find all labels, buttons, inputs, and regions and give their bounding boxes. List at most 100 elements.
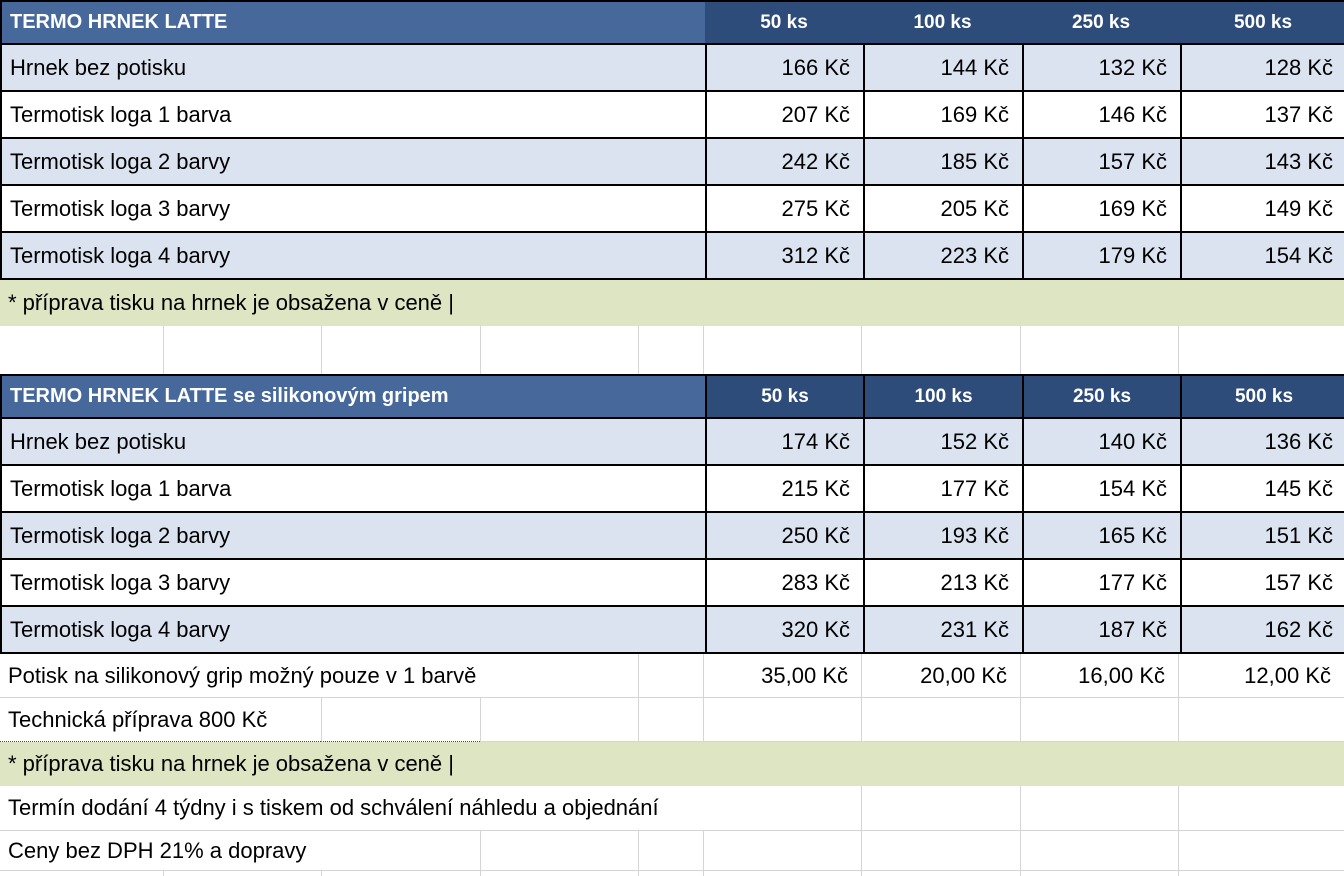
empty-cell[interactable] (638, 654, 703, 698)
empty-cell[interactable] (0, 871, 163, 876)
price-cell[interactable]: 157 Kč (1180, 560, 1344, 605)
price-cell[interactable]: 207 Kč (705, 92, 863, 137)
empty-cell[interactable] (703, 326, 861, 374)
price-cell[interactable]: 169 Kč (1022, 186, 1180, 231)
empty-cell[interactable] (703, 831, 861, 871)
empty-cell[interactable] (1020, 786, 1178, 831)
price-cell[interactable]: 35,00 Kč (703, 654, 861, 698)
empty-cell[interactable] (480, 831, 638, 871)
price-cell[interactable]: 154 Kč (1180, 233, 1344, 278)
price-cell[interactable]: 152 Kč (863, 419, 1022, 464)
empty-cell[interactable] (1020, 831, 1178, 871)
price-cell[interactable]: 187 Kč (1022, 607, 1180, 652)
price-cell[interactable]: 132 Kč (1022, 45, 1180, 90)
empty-cell[interactable] (1020, 698, 1178, 742)
row-label-cell[interactable]: Termín dodání 4 týdny i s tiskem od schv… (0, 786, 861, 831)
table1-title-cell[interactable]: TERMO HRNEK LATTE (2, 2, 705, 43)
price-cell[interactable]: 242 Kč (705, 139, 863, 184)
empty-cell[interactable] (1178, 786, 1344, 831)
price-cell[interactable]: 185 Kč (863, 139, 1022, 184)
row-label-cell[interactable]: Termotisk loga 1 barva (2, 466, 705, 511)
empty-cell[interactable] (638, 698, 703, 742)
row-label-cell[interactable]: Termotisk loga 3 barvy (2, 560, 705, 605)
qty-header-250ks[interactable]: 250 ks (1022, 2, 1180, 43)
price-cell[interactable]: 128 Kč (1180, 45, 1344, 90)
empty-cell[interactable] (163, 871, 321, 876)
empty-cell[interactable] (480, 698, 638, 742)
price-cell[interactable]: 166 Kč (705, 45, 863, 90)
empty-cell[interactable] (1178, 698, 1344, 742)
empty-cell[interactable] (1178, 326, 1344, 374)
empty-cell[interactable] (861, 871, 1020, 876)
empty-cell[interactable] (638, 871, 703, 876)
included-print-note[interactable]: * příprava tisku na hrnek je obsažena v … (0, 280, 1344, 326)
empty-cell[interactable] (321, 698, 480, 742)
price-cell[interactable]: 136 Kč (1180, 419, 1344, 464)
table2-title-cell[interactable]: TERMO HRNEK LATTE se silikonovým gripem (2, 376, 705, 417)
qty-header-100ks[interactable]: 100 ks (863, 2, 1022, 43)
qty-header-50ks[interactable]: 50 ks (705, 2, 863, 43)
price-cell[interactable]: 140 Kč (1022, 419, 1180, 464)
empty-cell[interactable] (321, 871, 480, 876)
price-cell[interactable]: 165 Kč (1022, 513, 1180, 558)
empty-cell[interactable] (1020, 326, 1178, 374)
price-cell[interactable]: 162 Kč (1180, 607, 1344, 652)
price-cell[interactable]: 320 Kč (705, 607, 863, 652)
row-label-cell[interactable]: Termotisk loga 4 barvy (2, 607, 705, 652)
row-label-cell[interactable]: Hrnek bez potisku (2, 45, 705, 90)
price-cell[interactable]: 275 Kč (705, 186, 863, 231)
qty-header-500ks[interactable]: 500 ks (1180, 376, 1344, 417)
empty-cell[interactable] (480, 871, 638, 876)
price-cell[interactable]: 283 Kč (705, 560, 863, 605)
empty-cell[interactable] (163, 326, 321, 374)
price-cell[interactable]: 174 Kč (705, 419, 863, 464)
empty-cell[interactable] (1178, 871, 1344, 876)
empty-cell[interactable] (703, 698, 861, 742)
price-cell[interactable]: 149 Kč (1180, 186, 1344, 231)
qty-header-250ks[interactable]: 250 ks (1022, 376, 1180, 417)
price-cell[interactable]: 205 Kč (863, 186, 1022, 231)
empty-cell[interactable] (480, 326, 638, 374)
row-label-cell[interactable]: Potisk na silikonový grip možný pouze v … (0, 654, 638, 698)
empty-cell[interactable] (703, 871, 861, 876)
empty-cell[interactable] (861, 786, 1020, 831)
price-cell[interactable]: 145 Kč (1180, 466, 1344, 511)
price-cell[interactable]: 193 Kč (863, 513, 1022, 558)
empty-cell[interactable] (1178, 831, 1344, 871)
price-cell[interactable]: 146 Kč (1022, 92, 1180, 137)
row-label-cell[interactable]: Termotisk loga 1 barva (2, 92, 705, 137)
row-label-cell[interactable]: Technická příprava 800 Kč (0, 698, 321, 742)
empty-cell[interactable] (0, 326, 163, 374)
row-label-cell[interactable]: Termotisk loga 2 barvy (2, 513, 705, 558)
qty-header-500ks[interactable]: 500 ks (1180, 2, 1344, 43)
price-cell[interactable]: 177 Kč (863, 466, 1022, 511)
empty-cell[interactable] (638, 326, 703, 374)
price-cell[interactable]: 154 Kč (1022, 466, 1180, 511)
row-label-cell[interactable]: Termotisk loga 2 barvy (2, 139, 705, 184)
empty-cell[interactable] (638, 831, 703, 871)
empty-cell[interactable] (861, 326, 1020, 374)
price-cell[interactable]: 179 Kč (1022, 233, 1180, 278)
empty-cell[interactable] (861, 698, 1020, 742)
price-cell[interactable]: 213 Kč (863, 560, 1022, 605)
price-cell[interactable]: 151 Kč (1180, 513, 1344, 558)
qty-header-100ks[interactable]: 100 ks (863, 376, 1022, 417)
row-label-cell[interactable]: Hrnek bez potisku (2, 419, 705, 464)
price-cell[interactable]: 215 Kč (705, 466, 863, 511)
price-cell[interactable]: 223 Kč (863, 233, 1022, 278)
price-cell[interactable]: 312 Kč (705, 233, 863, 278)
empty-cell[interactable] (1020, 871, 1178, 876)
empty-cell[interactable] (861, 831, 1020, 871)
price-cell[interactable]: 137 Kč (1180, 92, 1344, 137)
empty-cell[interactable] (321, 326, 480, 374)
price-cell[interactable]: 20,00 Kč (861, 654, 1020, 698)
included-print-note[interactable]: * příprava tisku na hrnek je obsažena v … (0, 742, 1344, 786)
price-cell[interactable]: 177 Kč (1022, 560, 1180, 605)
price-cell[interactable]: 169 Kč (863, 92, 1022, 137)
row-label-cell[interactable]: Ceny bez DPH 21% a dopravy (0, 831, 480, 871)
price-cell[interactable]: 16,00 Kč (1020, 654, 1178, 698)
price-cell[interactable]: 143 Kč (1180, 139, 1344, 184)
price-cell[interactable]: 157 Kč (1022, 139, 1180, 184)
row-label-cell[interactable]: Termotisk loga 3 barvy (2, 186, 705, 231)
price-cell[interactable]: 12,00 Kč (1178, 654, 1344, 698)
